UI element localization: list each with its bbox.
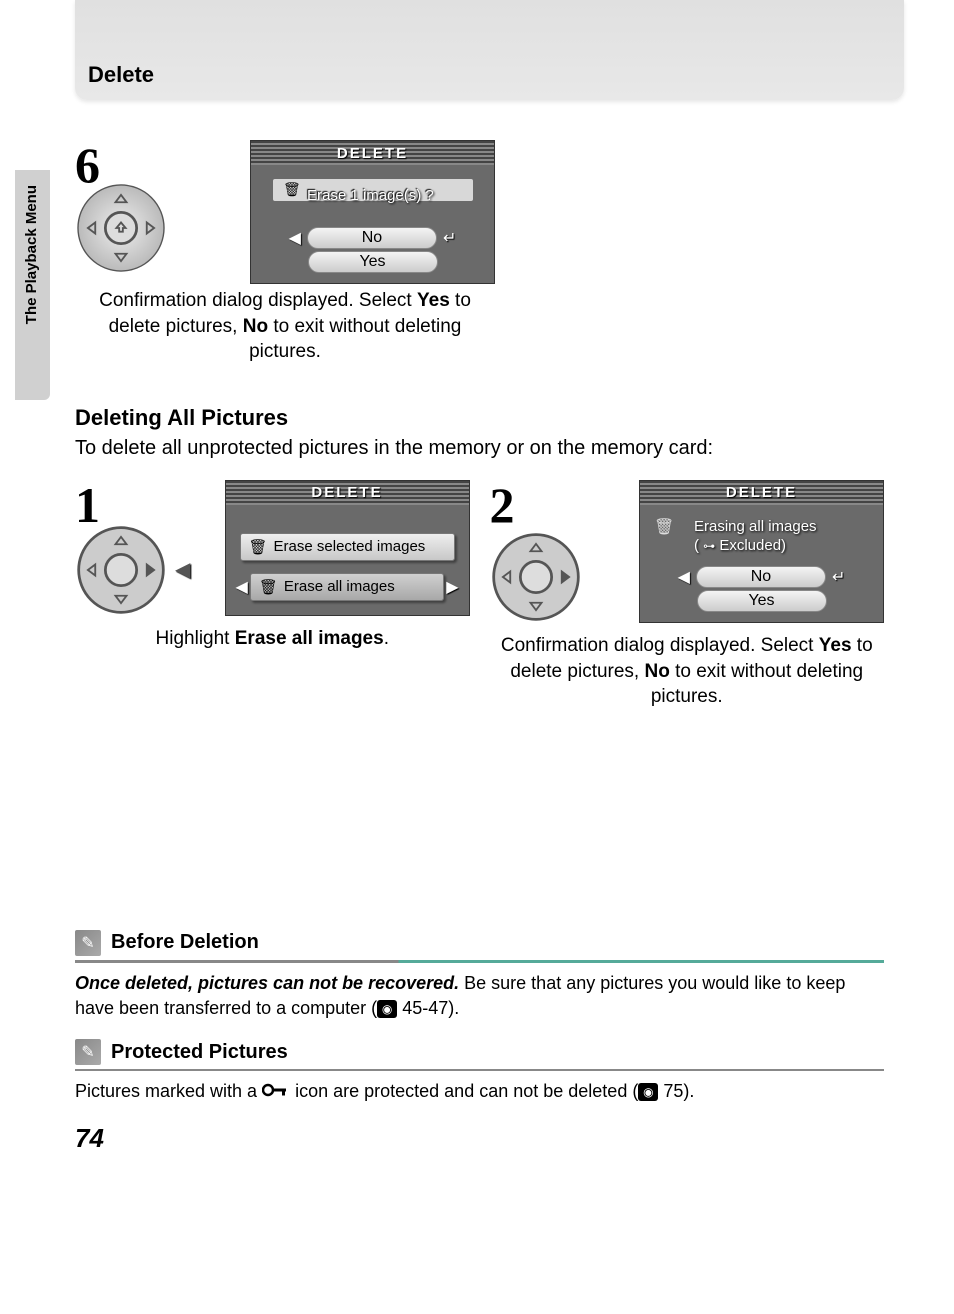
note-icon: ✎ (75, 930, 101, 956)
option-no[interactable]: No (696, 566, 826, 588)
lcd-title: DELETE (726, 484, 797, 501)
protect-key-icon (262, 1080, 290, 1105)
trash-icon: 🗑 (654, 517, 674, 537)
lcd-screen-1: DELETE 🗑 Erase selected images ◀ 🗑 Erase… (225, 480, 470, 616)
header-box (75, 0, 904, 100)
header-title: Delete (88, 62, 154, 88)
option-no[interactable]: No (307, 227, 437, 249)
arrow-right-icon: ▶ (446, 577, 458, 597)
note-title: Protected Pictures (111, 1041, 288, 1064)
option-yes[interactable]: Yes (697, 590, 827, 612)
menu-erase-selected[interactable]: 🗑 Erase selected images (240, 533, 455, 561)
lcd-screen-2: DELETE 🗑 Erasing all images ( ⊶ Excluded… (639, 480, 884, 623)
erase-prompt: Erase 1 image(s) ? (307, 187, 434, 204)
arrow-left-icon: ◀ (236, 577, 248, 597)
side-tab-label: The Playback Menu (23, 185, 40, 324)
deleting-all-intro: To delete all unprotected pictures in th… (75, 437, 884, 460)
enter-icon: ↵ (832, 567, 845, 587)
reference-icon: ◉ (638, 1083, 658, 1101)
page-number: 74 (75, 1123, 884, 1154)
note-protected-header: ✎ Protected Pictures (75, 1039, 884, 1065)
step-6-caption: Confirmation dialog displayed. Select Ye… (75, 288, 495, 365)
arrow-left-icon: ◀ (175, 557, 190, 582)
step-2-caption: Confirmation dialog displayed. Select Ye… (490, 633, 885, 710)
lcd-screen-6: DELETE 🗑 Erase 1 image(s) ? ◀ No ↵ (250, 140, 495, 284)
enter-icon: ↵ (443, 228, 456, 248)
note-title: Before Deletion (111, 931, 259, 954)
dpad-icon (75, 182, 167, 274)
step-1-caption: Highlight Erase all images. (75, 626, 470, 652)
dpad-icon (75, 524, 167, 616)
note-before-deletion-body: Once deleted, pictures can not be recove… (75, 971, 884, 1021)
trash-all-icon: 🗑 (259, 578, 278, 596)
note-icon: ✎ (75, 1039, 101, 1065)
erasing-line1: Erasing all images (694, 517, 873, 537)
note-rule (75, 1069, 884, 1071)
trash-icon: 🗑 (283, 181, 301, 198)
step-number-1: 1 (75, 480, 100, 530)
note-before-deletion-header: ✎ Before Deletion (75, 930, 884, 956)
trash-select-icon: 🗑 (249, 538, 268, 556)
step-number-2: 2 (490, 480, 515, 530)
note-rule (75, 960, 884, 963)
erasing-line2: ( ⊶ Excluded) (694, 536, 873, 556)
dpad-icon (490, 531, 582, 623)
option-yes[interactable]: Yes (308, 251, 438, 273)
lcd-title: DELETE (337, 145, 408, 162)
deleting-all-title: Deleting All Pictures (75, 405, 884, 431)
arrow-left-icon: ◀ (678, 567, 690, 587)
reference-icon: ◉ (377, 1000, 397, 1018)
menu-erase-all[interactable]: 🗑 Erase all images (250, 573, 444, 601)
lcd-title: DELETE (311, 484, 382, 501)
step-6: 6 DELETE 🗑 Erase 1 image(s) ? ◀ No (75, 140, 884, 365)
note-protected-body: Pictures marked with a icon are protecte… (75, 1079, 884, 1105)
step-2: 2 DELETE 🗑 Erasing all images ( ⊶ Exclud… (490, 480, 885, 710)
step-1: 1 DELETE 🗑 Erase selected images ◀ 🗑 Era (75, 480, 470, 710)
arrow-left-icon: ◀ (289, 228, 301, 248)
page-header: Delete (0, 0, 954, 110)
